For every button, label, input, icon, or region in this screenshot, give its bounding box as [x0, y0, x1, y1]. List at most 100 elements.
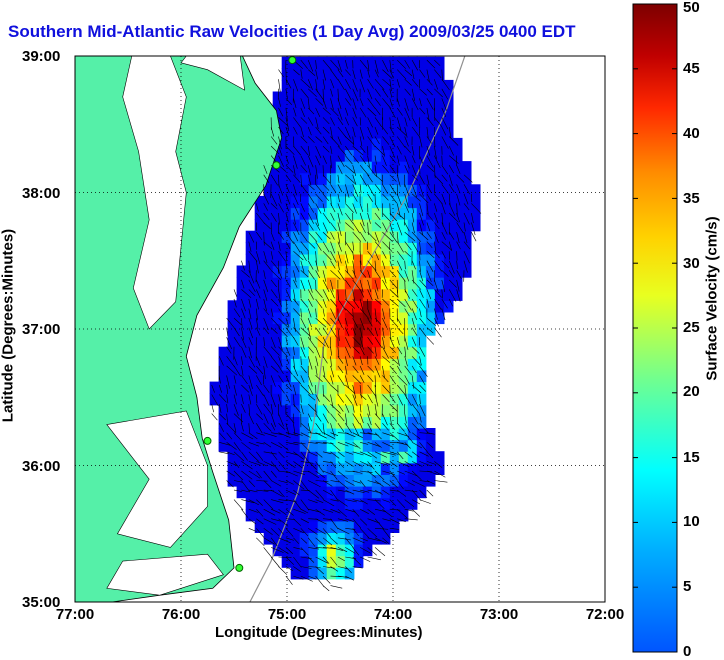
velocity-cell — [282, 358, 292, 370]
velocity-cell — [291, 532, 301, 544]
velocity-cell — [426, 242, 436, 254]
velocity-cell — [300, 335, 310, 347]
velocity-cell — [318, 405, 328, 417]
colorbar-tick-label: 50 — [683, 0, 700, 15]
velocity-cell — [327, 521, 337, 533]
velocity-cell — [318, 126, 328, 138]
velocity-cell — [300, 196, 310, 208]
velocity-cell — [318, 556, 328, 568]
velocity-cell — [309, 92, 319, 104]
velocity-cell — [417, 115, 427, 127]
velocity-cell — [228, 312, 238, 324]
velocity-cell — [390, 312, 400, 324]
velocity-cell — [345, 521, 355, 533]
colorbar-tick-label: 10 — [683, 514, 700, 529]
velocity-cell — [318, 277, 328, 289]
velocity-cell — [363, 57, 373, 69]
velocity-cell — [237, 463, 247, 475]
velocity-cell — [327, 544, 337, 556]
x-axis-title: Longitude (Degrees:Minutes) — [215, 624, 423, 641]
velocity-cell — [408, 498, 418, 510]
velocity-cell — [390, 405, 400, 417]
velocity-cell — [291, 370, 301, 382]
velocity-cell — [336, 451, 346, 463]
velocity-cell — [390, 57, 400, 69]
velocity-cell — [336, 289, 346, 301]
velocity-cell — [219, 358, 229, 370]
velocity-cell — [336, 126, 346, 138]
velocity-cell — [372, 416, 382, 428]
velocity-cell — [318, 498, 328, 510]
velocity-cell — [462, 208, 472, 220]
velocity-cell — [417, 289, 427, 301]
velocity-cell — [408, 277, 418, 289]
velocity-cell — [327, 57, 337, 69]
velocity-cell — [399, 289, 409, 301]
velocity-cell — [300, 184, 310, 196]
velocity-cell — [381, 68, 391, 80]
lon-tick-label: 76:00 — [151, 607, 211, 622]
radar-station-marker — [204, 437, 211, 444]
velocity-cell — [336, 556, 346, 568]
velocity-cell — [354, 498, 364, 510]
velocity-cell — [237, 358, 247, 370]
velocity-cell — [453, 254, 463, 266]
velocity-cell — [246, 474, 256, 486]
velocity-cell — [417, 254, 427, 266]
velocity-cell — [336, 161, 346, 173]
velocity-cell — [273, 219, 283, 231]
velocity-cell — [282, 150, 292, 162]
velocity-cell — [390, 300, 400, 312]
velocity-cell — [318, 173, 328, 185]
velocity-cell — [327, 556, 337, 568]
velocity-cell — [309, 544, 319, 556]
velocity-cell — [228, 474, 238, 486]
velocity-cell — [417, 68, 427, 80]
velocity-cell — [246, 416, 256, 428]
velocity-cell — [408, 103, 418, 115]
velocity-cell — [327, 115, 337, 127]
velocity-cell — [372, 498, 382, 510]
velocity-cell — [390, 277, 400, 289]
velocity-cell — [345, 115, 355, 127]
velocity-cell — [246, 463, 256, 475]
velocity-cell — [300, 266, 310, 278]
velocity-cell — [237, 486, 247, 498]
velocity-cell — [291, 196, 301, 208]
velocity-cell — [273, 231, 283, 243]
velocity-cell — [219, 428, 229, 440]
velocity-cell — [318, 463, 328, 475]
velocity-cell — [345, 196, 355, 208]
velocity-cell — [228, 370, 238, 382]
velocity-cell — [309, 498, 319, 510]
velocity-cell — [444, 196, 454, 208]
velocity-cell — [435, 103, 445, 115]
velocity-cell — [417, 266, 427, 278]
velocity-cell — [354, 451, 364, 463]
velocity-cell — [318, 184, 328, 196]
velocity-cell — [255, 405, 265, 417]
velocity-cell — [282, 382, 292, 394]
velocity-cell — [390, 486, 400, 498]
velocity-cell — [282, 138, 292, 150]
velocity-cell — [318, 254, 328, 266]
velocity-cell — [435, 57, 445, 69]
colorbar-tick-label: 35 — [683, 191, 700, 206]
velocity-cell — [300, 242, 310, 254]
velocity-cell — [273, 312, 283, 324]
velocity-cell — [246, 498, 256, 510]
velocity-cell — [372, 335, 382, 347]
velocity-cell — [417, 208, 427, 220]
velocity-cell — [327, 498, 337, 510]
velocity-cell — [372, 92, 382, 104]
velocity-cell — [255, 300, 265, 312]
velocity-cell — [219, 440, 229, 452]
velocity-cell — [363, 382, 373, 394]
velocity-cell — [408, 463, 418, 475]
velocity-cell — [426, 115, 436, 127]
velocity-cell — [417, 80, 427, 92]
velocity-cell — [300, 405, 310, 417]
velocity-cell — [363, 474, 373, 486]
velocity-cell — [354, 254, 364, 266]
velocity-cell — [336, 173, 346, 185]
